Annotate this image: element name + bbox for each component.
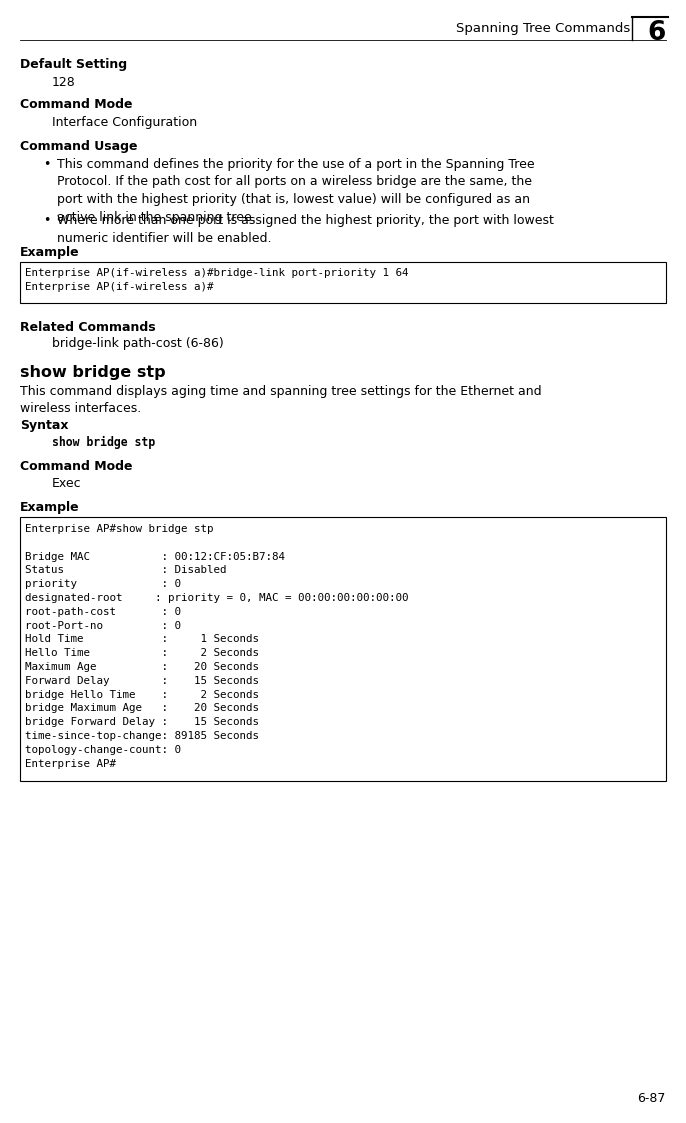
Text: Forward Delay        :    15 Seconds: Forward Delay : 15 Seconds bbox=[25, 676, 259, 686]
Text: •: • bbox=[43, 158, 50, 171]
Text: Example: Example bbox=[20, 501, 80, 514]
Text: designated-root     : priority = 0, MAC = 00:00:00:00:00:00: designated-root : priority = 0, MAC = 00… bbox=[25, 593, 408, 603]
Text: Related Commands: Related Commands bbox=[20, 321, 156, 334]
Text: Enterprise AP(if-wireless a)#: Enterprise AP(if-wireless a)# bbox=[25, 283, 213, 292]
Text: 6-87: 6-87 bbox=[637, 1092, 666, 1105]
Text: Maximum Age          :    20 Seconds: Maximum Age : 20 Seconds bbox=[25, 661, 259, 672]
Text: Interface Configuration: Interface Configuration bbox=[52, 116, 197, 129]
Text: Hold Time            :     1 Seconds: Hold Time : 1 Seconds bbox=[25, 634, 259, 645]
Text: Command Mode: Command Mode bbox=[20, 460, 132, 473]
Text: 6: 6 bbox=[648, 20, 666, 46]
Text: root-path-cost       : 0: root-path-cost : 0 bbox=[25, 606, 181, 617]
Text: Enterprise AP#show bridge stp: Enterprise AP#show bridge stp bbox=[25, 524, 213, 535]
Text: show bridge stp: show bridge stp bbox=[52, 436, 155, 449]
Text: •: • bbox=[43, 214, 50, 227]
Text: 128: 128 bbox=[52, 76, 75, 89]
Text: bridge-link path-cost (6-86): bridge-link path-cost (6-86) bbox=[52, 337, 224, 350]
Text: Exec: Exec bbox=[52, 477, 82, 490]
Text: show bridge stp: show bridge stp bbox=[20, 365, 165, 380]
Text: This command defines the priority for the use of a port in the Spanning Tree
Pro: This command defines the priority for th… bbox=[57, 158, 534, 223]
Text: topology-change-count: 0: topology-change-count: 0 bbox=[25, 745, 181, 755]
Text: Enterprise AP(if-wireless a)#bridge-link port-priority 1 64: Enterprise AP(if-wireless a)#bridge-link… bbox=[25, 268, 408, 279]
Text: bridge Forward Delay :    15 Seconds: bridge Forward Delay : 15 Seconds bbox=[25, 718, 259, 728]
Text: Command Usage: Command Usage bbox=[20, 140, 137, 153]
Text: Default Setting: Default Setting bbox=[20, 58, 127, 71]
Text: time-since-top-change: 89185 Seconds: time-since-top-change: 89185 Seconds bbox=[25, 731, 259, 741]
Text: bridge Maximum Age   :    20 Seconds: bridge Maximum Age : 20 Seconds bbox=[25, 703, 259, 713]
Text: Command Mode: Command Mode bbox=[20, 98, 132, 111]
FancyBboxPatch shape bbox=[20, 517, 666, 782]
Text: This command displays aging time and spanning tree settings for the Ethernet and: This command displays aging time and spa… bbox=[20, 385, 542, 416]
Text: bridge Hello Time    :     2 Seconds: bridge Hello Time : 2 Seconds bbox=[25, 690, 259, 700]
Text: priority             : 0: priority : 0 bbox=[25, 579, 181, 590]
Text: Example: Example bbox=[20, 246, 80, 259]
Text: Hello Time           :     2 Seconds: Hello Time : 2 Seconds bbox=[25, 648, 259, 658]
Text: Spanning Tree Commands: Spanning Tree Commands bbox=[456, 22, 630, 35]
Text: Enterprise AP#: Enterprise AP# bbox=[25, 759, 116, 768]
Text: root-Port-no         : 0: root-Port-no : 0 bbox=[25, 621, 181, 631]
Text: Where more than one port is assigned the highest priority, the port with lowest
: Where more than one port is assigned the… bbox=[57, 214, 554, 245]
Text: Syntax: Syntax bbox=[20, 419, 69, 432]
Text: Bridge MAC           : 00:12:CF:05:B7:84: Bridge MAC : 00:12:CF:05:B7:84 bbox=[25, 551, 285, 562]
FancyBboxPatch shape bbox=[20, 262, 666, 303]
Text: Status               : Disabled: Status : Disabled bbox=[25, 565, 226, 575]
